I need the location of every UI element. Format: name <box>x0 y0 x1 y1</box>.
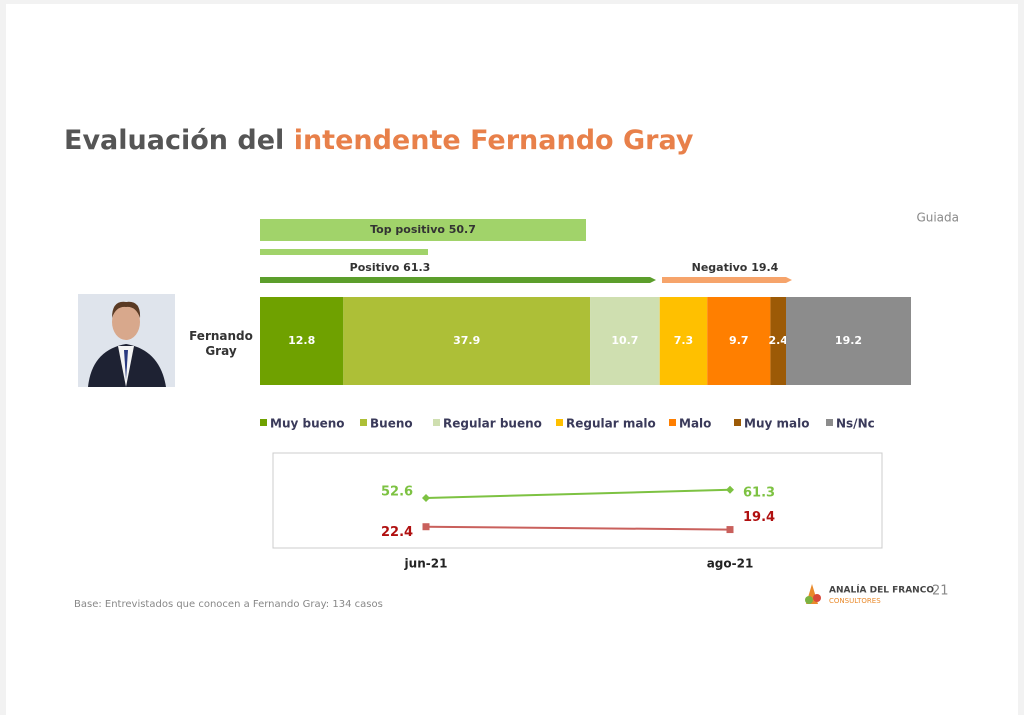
legend-label: Ns/Nc <box>836 417 875 431</box>
bracket-negative <box>662 277 792 283</box>
line-frame <box>272 452 883 549</box>
data-label: 52.6 <box>381 485 413 500</box>
legend-label: Regular bueno <box>443 417 542 431</box>
bar-segment <box>659 297 708 385</box>
bracket-label: Positivo 61.3 <box>350 261 431 274</box>
data-label: 10.7 <box>611 334 638 347</box>
brand: ANALÍA DEL FRANCO <box>829 584 934 596</box>
category-label: Fernando Gray <box>189 329 253 358</box>
bar-segment <box>770 297 787 385</box>
photo <box>78 294 175 387</box>
x-tick-label: jun-21 <box>404 557 448 571</box>
bar-segment <box>786 297 911 385</box>
bracket-top <box>260 219 586 241</box>
bar-segment <box>260 297 344 385</box>
page-number: 21 <box>932 584 949 599</box>
legend-label: Muy bueno <box>270 417 345 431</box>
brand-sub: CONSULTORES <box>829 597 881 605</box>
data-label: 19.4 <box>743 510 775 525</box>
base-note: Base: Entrevistados que conocen a Fernan… <box>74 599 383 610</box>
bar-segment <box>707 297 771 385</box>
line <box>425 488 731 500</box>
line <box>425 525 731 531</box>
title-b: intendente Fernando Gray <box>294 125 694 156</box>
marker <box>726 526 734 534</box>
logo <box>805 584 821 604</box>
category-label-line: Gray <box>205 344 236 358</box>
marker <box>422 523 430 531</box>
bracket-label: Top positivo 50.7 <box>370 223 476 236</box>
legend-label: Regular malo <box>566 417 656 431</box>
data-label: 37.9 <box>453 334 480 347</box>
legend-swatch <box>826 419 833 426</box>
category-label-line: Fernando <box>189 329 253 343</box>
legend-swatch <box>433 419 440 426</box>
data-label: 2.4 <box>768 334 788 347</box>
legend-swatch <box>556 419 563 426</box>
bracket-bar <box>260 249 428 255</box>
legend-label: Muy malo <box>744 417 809 431</box>
bracket-positive <box>260 277 656 283</box>
legend-swatch <box>734 419 741 426</box>
legend-swatch <box>360 419 367 426</box>
data-label: 7.3 <box>674 334 694 347</box>
bar-segment <box>590 297 660 385</box>
note: Guiada <box>916 211 959 225</box>
x-tick-label: ago-21 <box>707 557 754 571</box>
title-a: Evaluación del <box>64 125 294 156</box>
bar-segment <box>343 297 591 385</box>
data-label: 61.3 <box>743 485 775 500</box>
data-label: 12.8 <box>288 334 315 347</box>
legend-swatch <box>260 419 267 426</box>
data-label: 9.7 <box>729 334 749 347</box>
bracket-label: Negativo 19.4 <box>692 261 779 274</box>
marker <box>422 494 430 503</box>
title: Evaluación del intendente Fernando Gray <box>64 125 694 156</box>
legend-label: Malo <box>679 417 711 431</box>
legend-swatch <box>669 419 676 426</box>
marker <box>726 485 734 494</box>
data-label: 22.4 <box>381 525 413 540</box>
legend-label: Bueno <box>370 417 413 431</box>
data-label: 19.2 <box>835 334 862 347</box>
